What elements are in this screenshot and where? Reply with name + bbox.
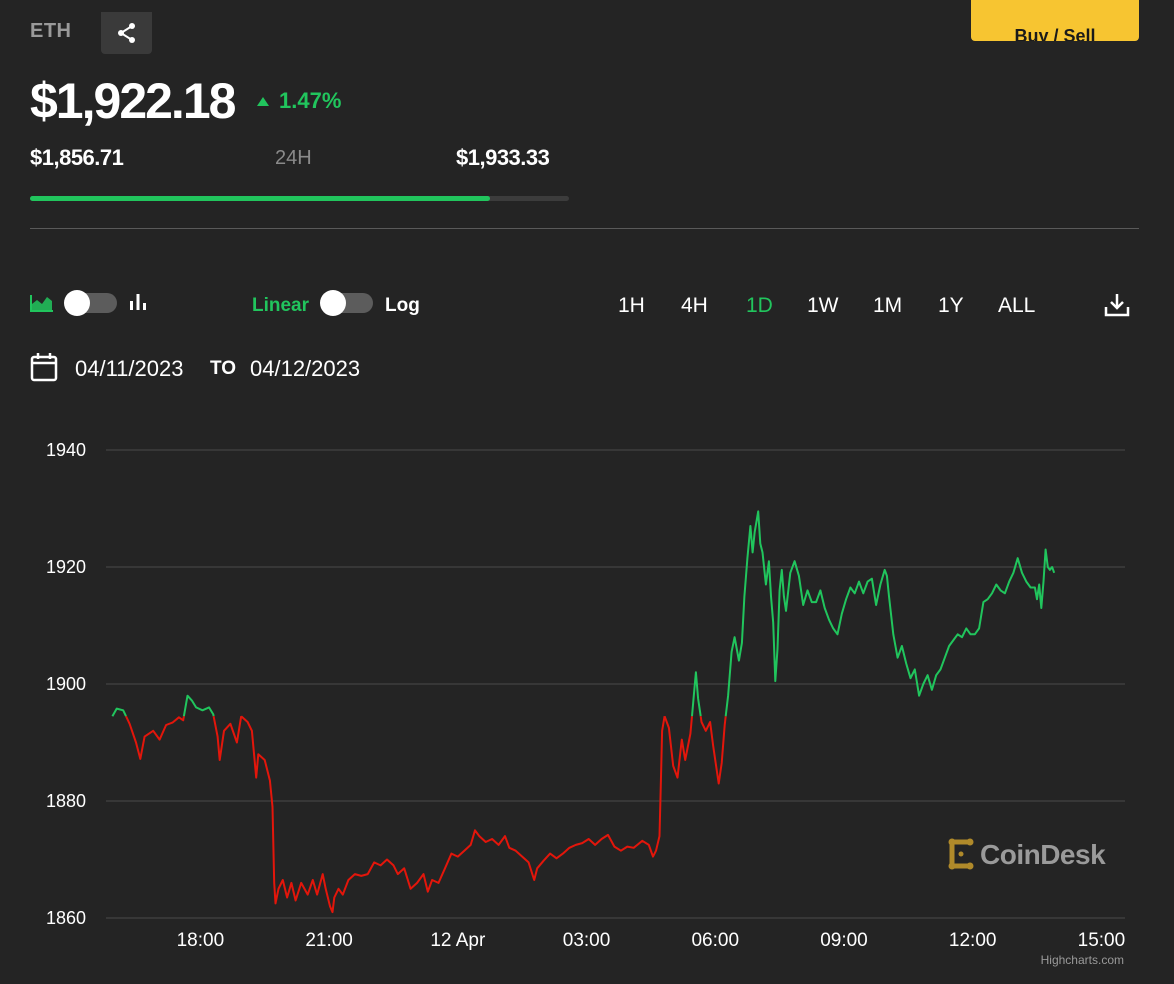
- y-tick-label: 1940: [46, 440, 86, 460]
- buy-sell-button[interactable]: Buy / Sell: [971, 0, 1139, 41]
- x-tick-label: 09:00: [820, 930, 868, 951]
- range-low: $1,856.71: [30, 145, 124, 170]
- range-high: $1,933.33: [456, 145, 550, 170]
- x-tick-label: 21:00: [305, 930, 353, 951]
- x-tick-label: 03:00: [563, 930, 611, 951]
- y-tick-label: 1880: [46, 791, 86, 811]
- change-percent: 1.47%: [279, 88, 342, 113]
- date-to-label: TO: [210, 358, 237, 379]
- price-line-down-segment: [699, 716, 727, 785]
- x-tick-label: 06:00: [691, 930, 739, 951]
- y-tick-label: 1920: [46, 557, 86, 577]
- tab-4h[interactable]: 4H: [681, 294, 708, 317]
- up-arrow-icon: [257, 96, 269, 106]
- price-line-down-segment: [240, 715, 666, 914]
- toggle-knob: [64, 290, 90, 316]
- price-change: 1.47%: [257, 88, 341, 114]
- tab-1h[interactable]: 1H: [618, 294, 645, 317]
- price-line-up-segment: [182, 694, 215, 717]
- tab-1y[interactable]: 1Y: [938, 294, 964, 317]
- current-price: $1,922.18: [30, 73, 236, 129]
- price-line-up-segment: [691, 671, 702, 717]
- x-tick-label: 18:00: [177, 930, 225, 951]
- price-line-up-segment: [111, 707, 127, 717]
- x-tick-label: 15:00: [1078, 930, 1126, 951]
- x-tick-label: 12 Apr: [430, 930, 486, 951]
- tab-1w[interactable]: 1W: [807, 294, 839, 317]
- coindesk-wordmark: CoinDesk: [980, 839, 1106, 870]
- divider: [30, 228, 1139, 229]
- y-tick-label: 1900: [46, 674, 86, 694]
- price-chart: 1860 1880 1900 1920 1940 18:00 21:00 12 Apr 03:…: [46, 440, 1126, 967]
- date-to[interactable]: 04/12/2023: [250, 356, 361, 381]
- chart-type-toggle[interactable]: [64, 290, 117, 316]
- asset-symbol: ETH: [30, 20, 72, 42]
- range-bar: [30, 196, 569, 201]
- price-line-down-segment: [125, 715, 185, 760]
- x-tick-label: 12:00: [949, 930, 997, 951]
- share-icon: [117, 23, 135, 43]
- linear-label[interactable]: Linear: [252, 295, 310, 316]
- toggle-knob: [320, 290, 346, 316]
- price-line-down-segment: [663, 715, 693, 779]
- coindesk-watermark: CoinDesk: [948, 838, 1107, 870]
- share-button[interactable]: [101, 12, 152, 54]
- price-line-down-segment: [212, 716, 243, 761]
- coindesk-logo-icon: [948, 838, 974, 870]
- log-label[interactable]: Log: [385, 295, 420, 316]
- range-bar-fill: [30, 196, 491, 201]
- range-label: 24H: [275, 147, 312, 169]
- buy-sell-label: Buy / Sell: [1014, 26, 1096, 41]
- download-icon[interactable]: [1104, 292, 1130, 318]
- price-line-up-segment: [724, 510, 1056, 717]
- tab-all[interactable]: ALL: [998, 294, 1036, 317]
- calendar-icon[interactable]: [30, 352, 58, 382]
- bar-chart-icon[interactable]: [128, 292, 148, 312]
- scale-toggle[interactable]: [320, 290, 373, 316]
- highcharts-credit[interactable]: Highcharts.com: [1041, 953, 1124, 967]
- y-tick-label: 1860: [46, 908, 86, 928]
- tab-1d[interactable]: 1D: [746, 294, 773, 317]
- date-from[interactable]: 04/11/2023: [75, 356, 184, 381]
- tab-1m[interactable]: 1M: [873, 294, 903, 317]
- area-chart-icon[interactable]: [30, 292, 54, 312]
